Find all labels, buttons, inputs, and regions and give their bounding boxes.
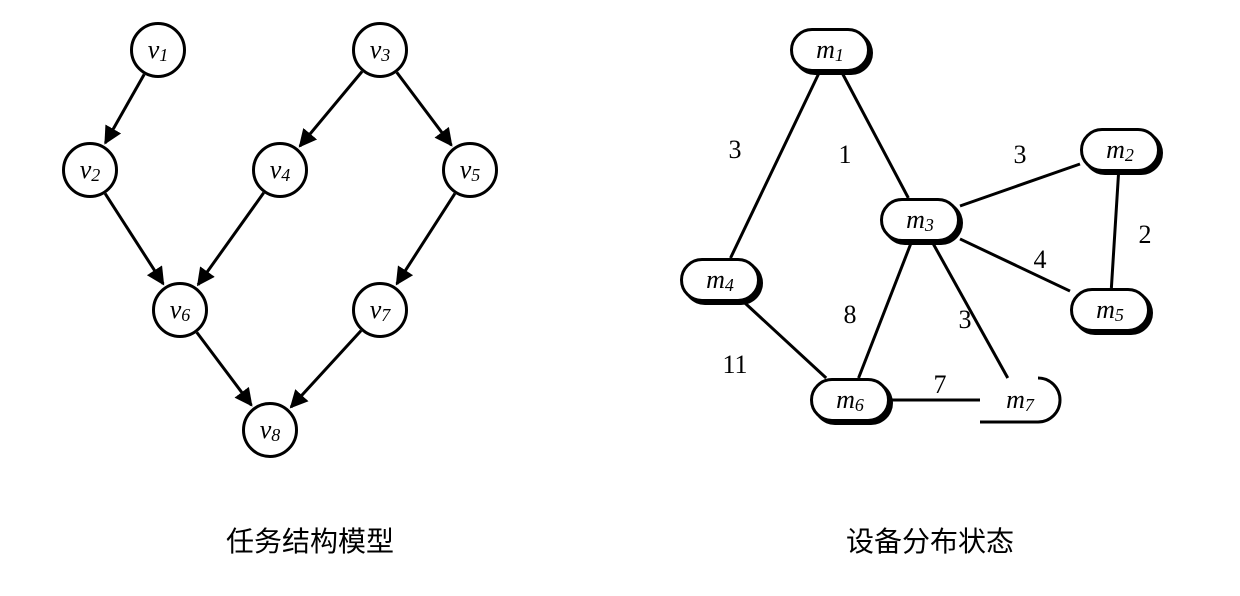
device-node-m2: m2 <box>1080 128 1160 172</box>
edge-weight-m1-m4: 3 <box>729 135 742 165</box>
diagram-container: v1 v2 v3 v4 v5 v6 v7 v8 任务结构模型 m1 m2 m3 m4 m5 m6 m7 3 1… <box>0 0 1240 596</box>
edge-weight-m3-m6: 8 <box>844 300 857 330</box>
left-caption: 任务结构模型 <box>0 520 620 560</box>
edge-weight-m3-m7: 3 <box>959 305 972 335</box>
right-panel: m1 m2 m3 m4 m5 m6 m7 3 1 3 2 4 8 3 11 7 设备分布状态 <box>620 0 1240 596</box>
device-node-m7: m7 <box>980 378 1060 422</box>
task-structure-diagram: v1 v2 v3 v4 v5 v6 v7 v8 <box>0 0 620 500</box>
task-node-v2: v2 <box>62 142 118 198</box>
edge-weight-m2-m5: 2 <box>1139 220 1152 250</box>
task-node-v4: v4 <box>252 142 308 198</box>
task-node-v8: v8 <box>242 402 298 458</box>
device-node-m4: m4 <box>680 258 760 302</box>
edge-weight-m6-m7: 7 <box>934 370 947 400</box>
device-distribution-diagram: m1 m2 m3 m4 m5 m6 m7 3 1 3 2 4 8 3 11 7 <box>620 0 1240 500</box>
device-node-m5: m5 <box>1070 288 1150 332</box>
task-node-v7: v7 <box>352 282 408 338</box>
edge-weight-m1-m3: 1 <box>839 140 852 170</box>
device-node-m1: m1 <box>790 28 870 72</box>
edge-weight-m3-m2: 3 <box>1014 140 1027 170</box>
edge-weight-m4-m6: 11 <box>722 350 747 380</box>
left-panel: v1 v2 v3 v4 v5 v6 v7 v8 任务结构模型 <box>0 0 620 596</box>
task-node-v1: v1 <box>130 22 186 78</box>
task-node-v6: v6 <box>152 282 208 338</box>
task-node-v3: v3 <box>352 22 408 78</box>
right-caption: 设备分布状态 <box>620 520 1240 560</box>
task-node-v5: v5 <box>442 142 498 198</box>
device-node-m3: m3 <box>880 198 960 242</box>
device-node-m6: m6 <box>810 378 890 422</box>
edge-weight-m3-m5: 4 <box>1034 245 1047 275</box>
